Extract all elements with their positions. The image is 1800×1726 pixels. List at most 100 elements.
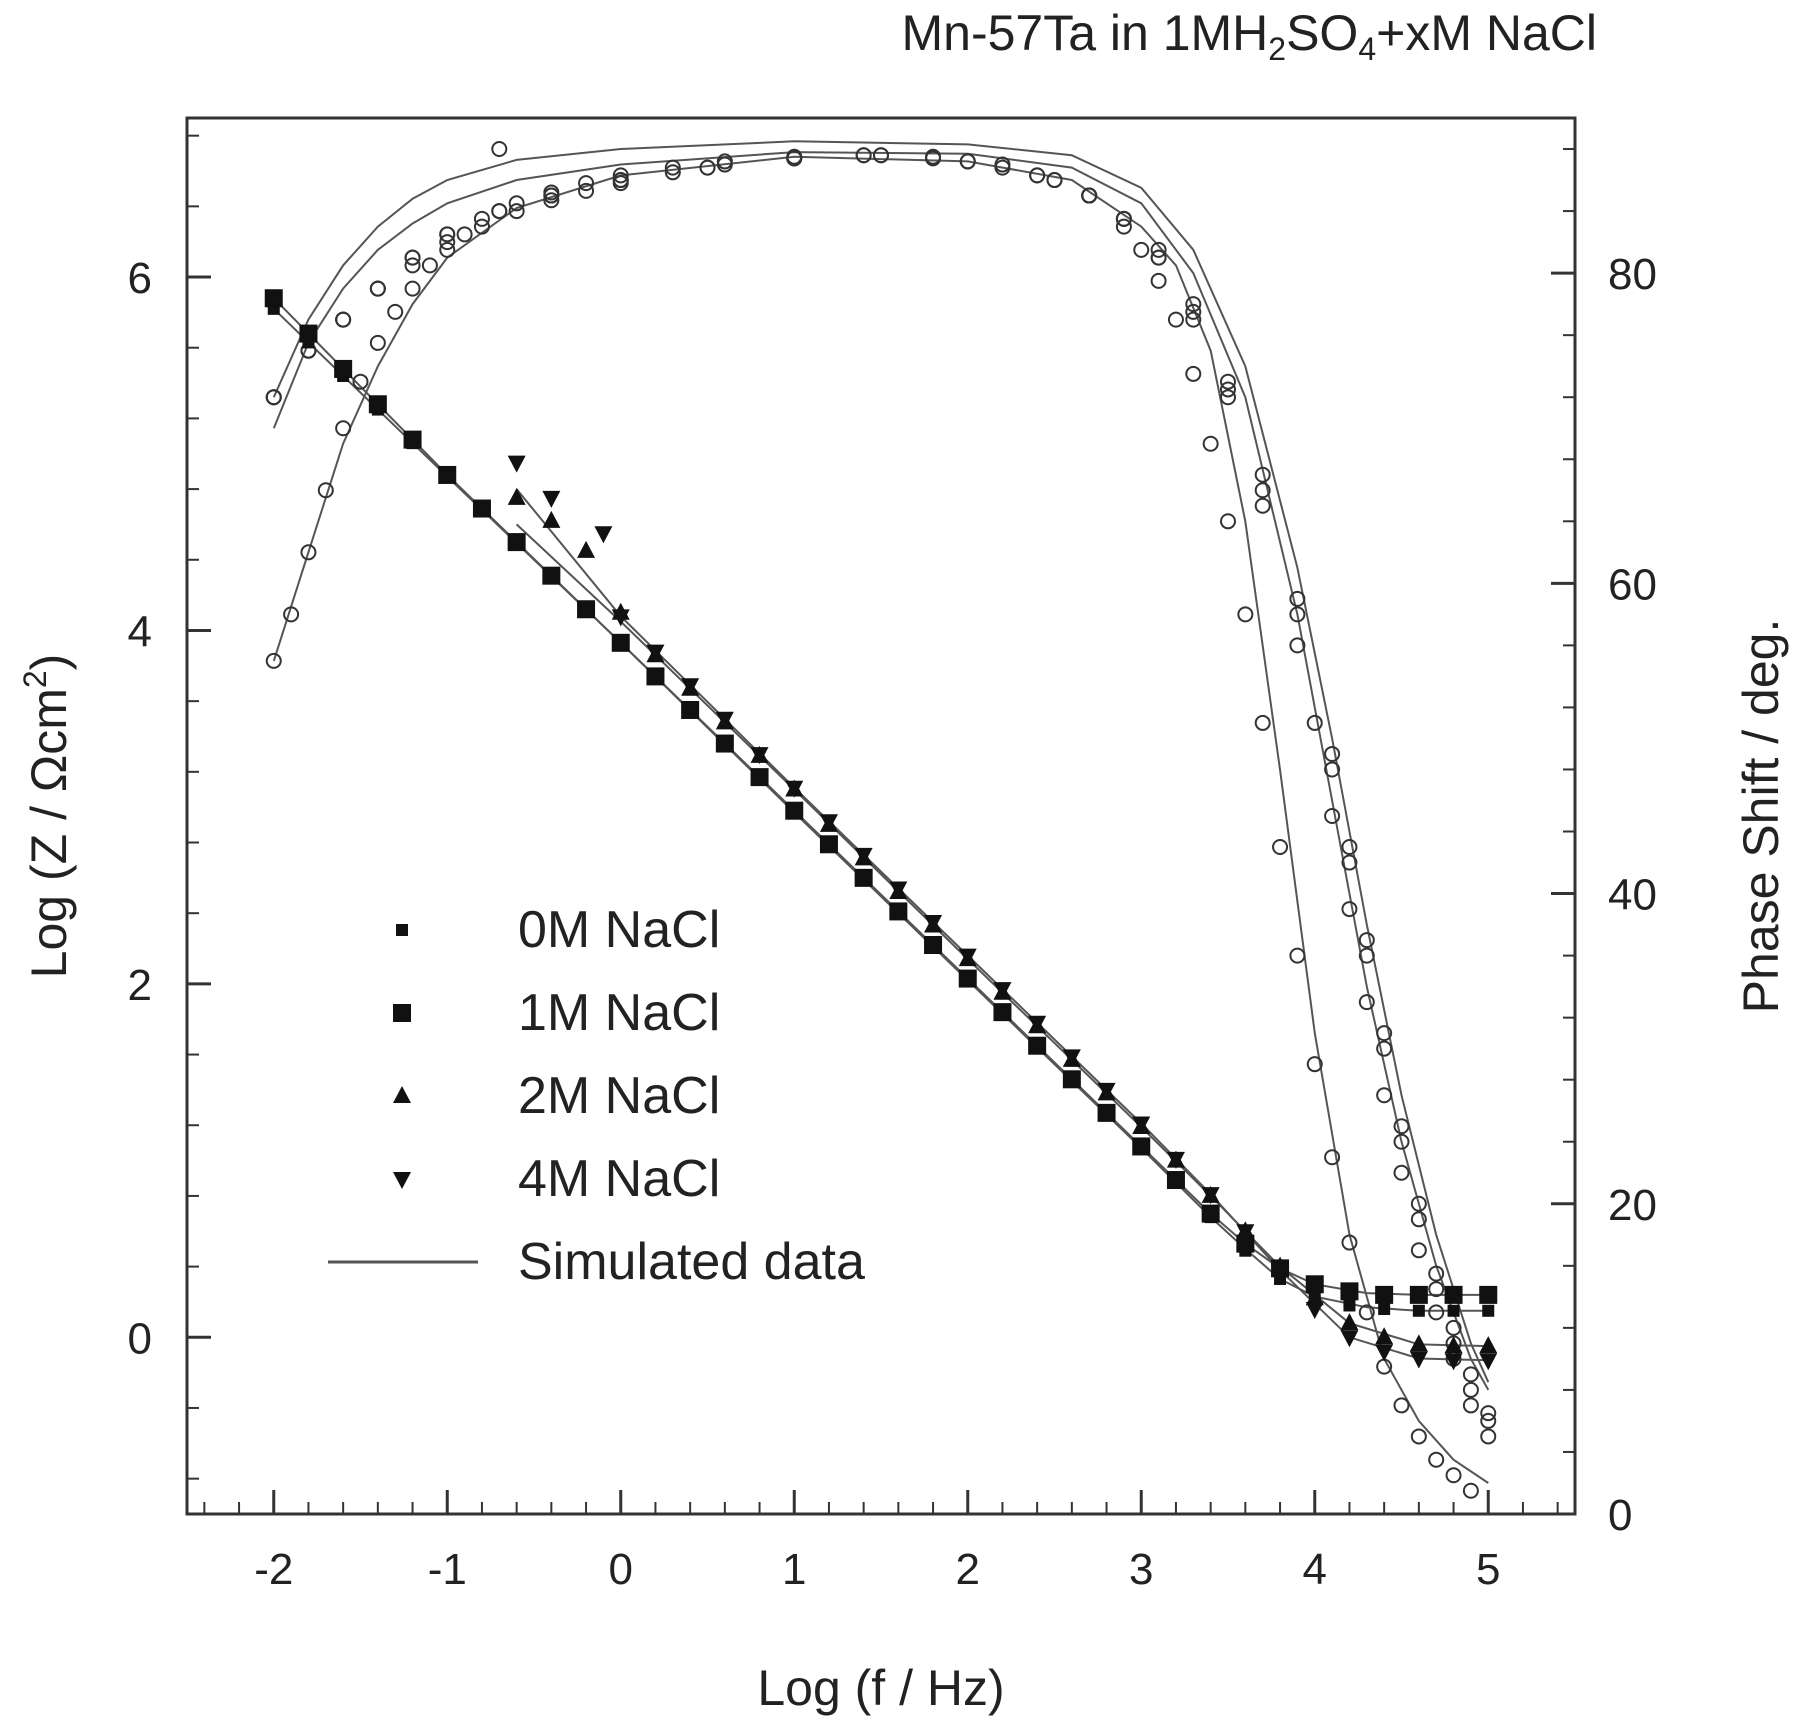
impedance-point [715,734,734,753]
phase-point [612,167,629,184]
y-tick-label: 2 [128,961,152,1010]
phase-point [265,652,282,669]
phase-point [1167,311,1184,328]
phase-point [1254,482,1271,499]
impedance-point [1097,1082,1116,1100]
impedance-point [1409,1334,1428,1352]
x-tick-label: 1 [782,1545,806,1594]
phase-point [1185,303,1202,320]
impedance-point [854,868,873,887]
impedance-point [958,948,977,966]
phase-point [1150,241,1167,258]
phase-point [1393,1133,1410,1150]
impedance-point [542,490,561,508]
impedance-point [1236,1224,1255,1242]
phase-point [1150,272,1167,289]
phase-point [1358,1304,1375,1321]
y-tick-label: 6 [128,254,152,303]
impedance-point [646,667,665,686]
phase-point [1393,1164,1410,1181]
simulated-phase-1-line [272,155,1489,1484]
phase-point [1428,1265,1445,1282]
phase-point [1410,1211,1427,1228]
impedance-point [681,678,700,696]
impedance-point [1444,1336,1463,1354]
x-tick-label: 3 [1129,1545,1153,1594]
impedance-point [1409,1351,1428,1369]
impedance-point [577,540,596,558]
impedance-point [1482,1304,1495,1317]
phase-point [1393,1118,1410,1135]
phase-point [1410,1428,1427,1445]
impedance-point [1412,1304,1425,1317]
phase-point [1341,1234,1358,1251]
impedance-point [1479,1285,1498,1304]
phase-point [1220,373,1236,390]
impedance-point [334,359,353,378]
phase-point [1115,210,1132,227]
impedance-markers [264,289,1498,1371]
phase-point [1029,167,1046,184]
y2-axis-label: Phase Shift / deg. [1733,619,1789,1014]
phase-point [1289,947,1306,964]
x-tick-label: 2 [956,1545,980,1594]
impedance-point [1062,1049,1081,1067]
legend-label-2m: 2M NaCl [518,1067,720,1125]
impedance-point [1447,1304,1460,1317]
phase-point [543,192,560,209]
phase-point [1237,606,1254,623]
impedance-point [854,847,873,865]
impedance-point [1062,1070,1081,1089]
phase-point [1185,296,1202,313]
impedance-point [1305,1275,1324,1294]
phase-point [1150,249,1167,266]
impedance-point [299,324,318,343]
phase-point [1376,1087,1393,1104]
phase-point [578,182,595,199]
phase-point [456,226,473,243]
phase-point [1410,1195,1427,1212]
phase-point [508,195,525,212]
impedance-point [264,289,283,308]
legend-markers [328,924,478,1264]
phase-point [1393,1397,1410,1414]
phase-point [1289,590,1306,607]
impedance-point [542,510,561,528]
y2-tick-label: 20 [1608,1181,1657,1230]
impedance-point [1201,1187,1220,1205]
chart-title: Mn-57Ta in 1MH2SO4+xM NaCl [901,5,1597,67]
impedance-point [1305,1288,1324,1306]
phase-point [1324,761,1341,778]
phase-point [1220,513,1236,530]
phase-point [1202,435,1219,452]
impedance-point [1166,1171,1185,1190]
impedance-point [889,881,908,899]
y2-tick-label: 0 [1608,1491,1632,1540]
phase-point [873,147,889,164]
x-axis-label: Log (f / Hz) [757,1660,1004,1716]
phase-point [1445,1467,1462,1484]
impedance-point [993,982,1012,1000]
impedance-point [1132,1137,1151,1156]
impedance-point [750,768,769,787]
impedance-point [438,465,457,484]
legend-marker-1 [396,924,408,936]
phase-point [491,141,508,158]
phase-point [716,156,733,173]
impedance-point [1340,1330,1359,1348]
phase-point [578,175,595,192]
phase-point [387,303,404,320]
impedance-point [1444,1353,1463,1371]
phase-point [1306,1056,1323,1073]
impedance-point [1378,1303,1391,1316]
impedance-point [1166,1151,1185,1169]
x-tick-label: -2 [254,1545,293,1594]
impedance-point [1132,1116,1151,1134]
phase-point [1358,932,1375,949]
y2-axis-ticks: 0 20 40 60 80 [1551,148,1657,1540]
phase-point [1445,1319,1462,1336]
phase-point [1428,1304,1445,1321]
phase-point [1185,365,1202,382]
y2-tick-label: 60 [1608,560,1657,609]
impedance-point [924,915,943,933]
